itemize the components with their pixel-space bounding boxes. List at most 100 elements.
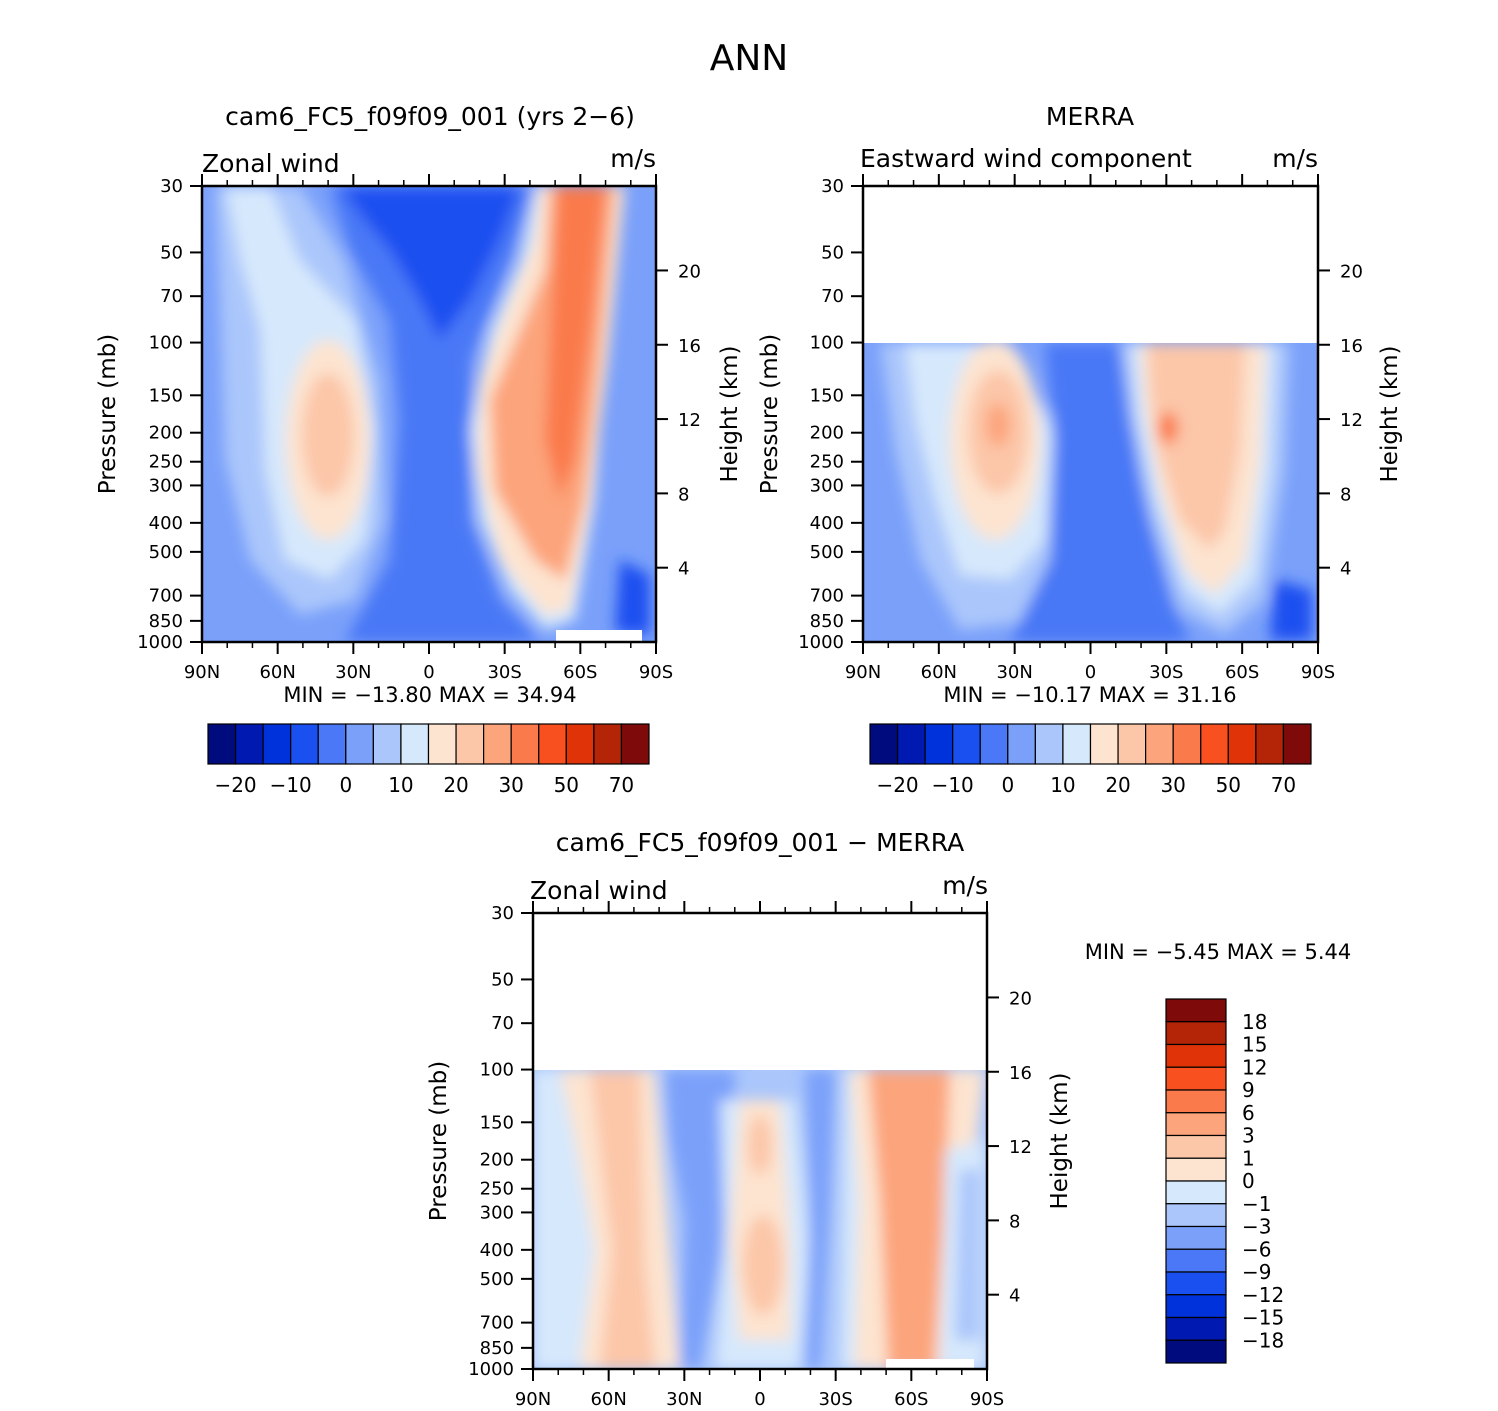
- colorbar-label: −6: [1242, 1237, 1271, 1261]
- min-max-stats: MIN = −5.45 MAX = 5.44: [1085, 940, 1352, 964]
- latitude-tick-label: 60S: [563, 662, 597, 683]
- pressure-tick-label: 50: [491, 969, 514, 990]
- pressure-tick-label: 100: [149, 333, 183, 354]
- sh-negative-band: [805, 1070, 835, 1369]
- colorbar-label: 12: [1242, 1055, 1267, 1079]
- pressure-tick-label: 1000: [468, 1359, 514, 1380]
- colorbar-label: 0: [1001, 773, 1014, 797]
- colorbar-swatch: [1165, 1248, 1227, 1273]
- colorbar-swatch: [1255, 723, 1285, 765]
- colorbar-swatch: [565, 723, 595, 765]
- colorbar-label: 0: [339, 773, 352, 797]
- latitude-tick-label: 0: [423, 662, 434, 683]
- latitude-tick-label: 90N: [184, 662, 220, 683]
- height-tick-label: 8: [1340, 484, 1351, 505]
- tropical-easterlies: [330, 186, 540, 642]
- colorbar-swatch: [427, 723, 457, 765]
- colorbar-label: −20: [214, 773, 256, 797]
- colorbar-label: −9: [1242, 1260, 1271, 1284]
- height-tick-label: 4: [1340, 559, 1351, 580]
- colorbar-label: 6: [1242, 1101, 1255, 1125]
- units-label: m/s: [610, 144, 656, 173]
- pressure-tick-label: 850: [149, 611, 183, 632]
- pressure-tick-label: 300: [480, 1202, 514, 1223]
- colorbar-swatch: [1165, 1339, 1227, 1364]
- pressure-tick-label: 70: [491, 1013, 514, 1034]
- colorbar-label: 1: [1242, 1146, 1255, 1170]
- y-axis-right-title: Height (km): [1047, 1072, 1073, 1209]
- colorbar-label: −3: [1242, 1215, 1271, 1239]
- height-tick-label: 20: [1009, 988, 1032, 1009]
- colorbar-swatch: [1172, 723, 1202, 765]
- y-axis-right-title: Height (km): [717, 345, 743, 482]
- pressure-tick-label: 30: [821, 176, 844, 197]
- pressure-tick-label: 500: [810, 542, 844, 563]
- latitude-tick-label: 30N: [666, 1389, 702, 1410]
- colorbar-label: −12: [1242, 1283, 1284, 1307]
- colorbar-swatch: [869, 723, 899, 765]
- lower-positive-core: [743, 1215, 783, 1315]
- variable-label: Zonal wind: [530, 876, 668, 905]
- colorbar-label: 10: [388, 773, 413, 797]
- panel-title: cam6_FC5_f09f09_001 − MERRA: [556, 828, 965, 857]
- colorbar-swatch: [455, 723, 485, 765]
- colorbar-swatch: [1227, 723, 1257, 765]
- colorbar-label: 50: [554, 773, 579, 797]
- colorbar-swatch: [1007, 723, 1036, 765]
- tropical-easterlies: [1010, 343, 1190, 642]
- colorbar-swatch: [1089, 723, 1119, 765]
- colorbar-swatch: [262, 723, 292, 765]
- height-tick-label: 16: [1340, 336, 1363, 357]
- colorbar-swatch: [1145, 723, 1174, 765]
- variable-label: Zonal wind: [202, 149, 340, 178]
- pressure-tick-label: 850: [480, 1338, 514, 1359]
- colorbar-swatch: [593, 723, 623, 765]
- height-tick-label: 4: [1009, 1286, 1020, 1307]
- height-tick-label: 8: [678, 484, 689, 505]
- min-max-stats: MIN = −10.17 MAX = 31.16: [943, 683, 1236, 707]
- height-tick-label: 16: [678, 336, 701, 357]
- latitude-tick-label: 30N: [335, 662, 371, 683]
- missing-data: [556, 630, 642, 642]
- units-label: m/s: [942, 871, 988, 900]
- sh-polar-negative: [955, 1170, 980, 1340]
- colorbar-swatch: [510, 723, 540, 765]
- pressure-tick-label: 100: [480, 1060, 514, 1081]
- latitude-tick-label: 0: [1085, 662, 1096, 683]
- colorbar-label: −1: [1242, 1192, 1271, 1216]
- pressure-tick-label: 150: [810, 385, 844, 406]
- y-axis-right-title: Height (km): [1377, 345, 1403, 482]
- colorbar-swatch: [372, 723, 402, 765]
- pressure-tick-label: 300: [810, 475, 844, 496]
- colorbar-swatch: [896, 723, 926, 765]
- panel-merra: MERRA Eastward wind component m/s 30 50 70…: [757, 102, 1403, 707]
- colorbar-label: 18: [1242, 1010, 1267, 1034]
- colorbar-label: 0: [1242, 1169, 1255, 1193]
- latitude-tick-label: 90S: [970, 1389, 1004, 1410]
- pressure-tick-label: 700: [149, 586, 183, 607]
- colorbar-swatch: [1165, 1021, 1227, 1046]
- colorbar-label: 3: [1242, 1124, 1255, 1148]
- latitude-tick-label: 90N: [845, 662, 881, 683]
- y-axis-title: Pressure (mb): [95, 334, 121, 494]
- colorbar-label: −20: [876, 773, 918, 797]
- latitude-tick-label: 60S: [1225, 662, 1259, 683]
- panel-difference: cam6_FC5_f09f09_001 − MERRA Zonal wind m…: [426, 828, 1351, 1410]
- colorbar-label: −18: [1242, 1328, 1284, 1352]
- sh-positive-core: [868, 1070, 950, 1369]
- colorbar-swatch: [1034, 723, 1064, 765]
- colorbar-label: −15: [1242, 1306, 1284, 1330]
- panel-model: cam6_FC5_f09f09_001 (yrs 2−6) Zonal wind…: [95, 102, 743, 707]
- contour-field: [202, 186, 656, 642]
- colorbar-label: 20: [1105, 773, 1130, 797]
- colorbar-swatch: [924, 723, 954, 765]
- main-title: ANN: [710, 38, 789, 79]
- colorbar-label: 50: [1216, 773, 1241, 797]
- latitude-tick-label: 60N: [259, 662, 295, 683]
- latitude-tick-label: 30S: [487, 662, 521, 683]
- pressure-tick-label: 30: [491, 903, 514, 924]
- nh-jet-peak: [986, 403, 1010, 447]
- variable-label: Eastward wind component: [860, 144, 1192, 173]
- latitude-tick-label: 60N: [921, 662, 957, 683]
